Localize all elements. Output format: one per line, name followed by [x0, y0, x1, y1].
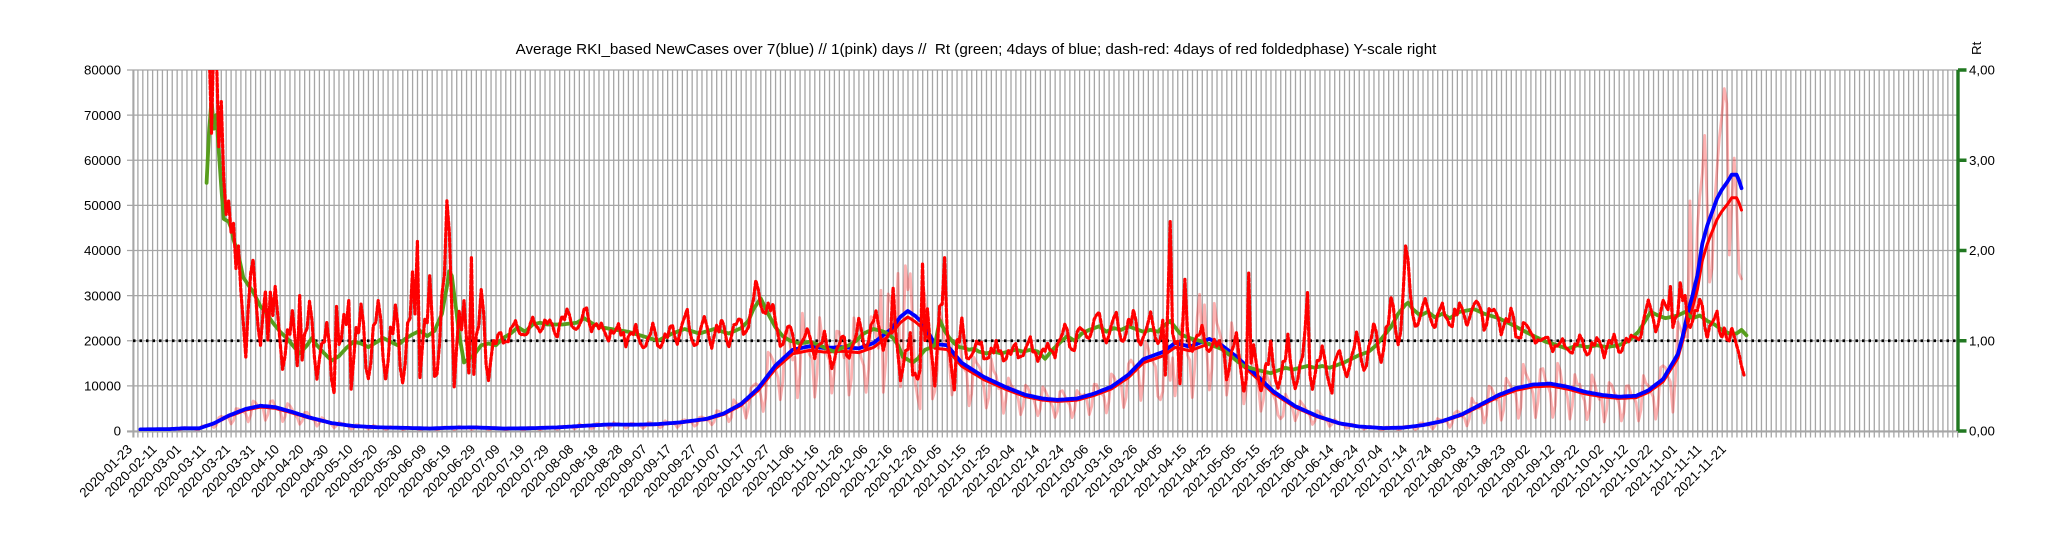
svg-text:10000: 10000: [84, 379, 121, 394]
svg-text:0,00: 0,00: [1969, 424, 1995, 439]
svg-text:60000: 60000: [84, 153, 121, 168]
svg-text:40000: 40000: [84, 243, 121, 258]
svg-text:1,00: 1,00: [1969, 333, 1995, 348]
svg-text:Average RKI_based NewCases ove: Average RKI_based NewCases over 7(blue) …: [516, 41, 1438, 58]
svg-text:50000: 50000: [84, 198, 121, 213]
svg-text:20000: 20000: [84, 333, 121, 348]
svg-text:30000: 30000: [84, 288, 121, 303]
svg-text:3,00: 3,00: [1969, 153, 1995, 168]
svg-text:0: 0: [114, 424, 121, 439]
svg-text:4,00: 4,00: [1969, 63, 1995, 78]
svg-text:Rt: Rt: [1969, 41, 1984, 55]
svg-text:70000: 70000: [84, 108, 121, 123]
svg-text:2,00: 2,00: [1969, 243, 1995, 258]
svg-text:80000: 80000: [84, 63, 121, 78]
